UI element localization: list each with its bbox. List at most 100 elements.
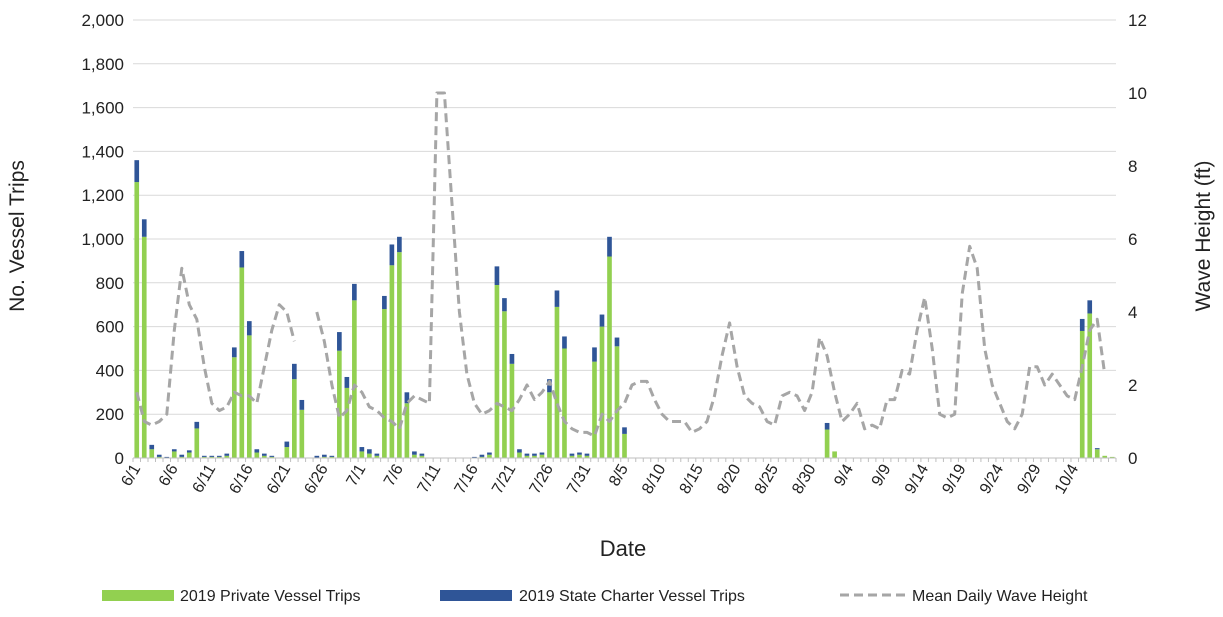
charter-trips-bar bbox=[404, 392, 410, 404]
private-trips-bar bbox=[329, 456, 335, 458]
charter-trips-bar bbox=[397, 236, 402, 253]
charter-trips-bar bbox=[569, 453, 575, 456]
y-tick-label: 800 bbox=[96, 274, 124, 293]
x-tick-label: 9/4 bbox=[831, 461, 857, 489]
private-trips-bar bbox=[224, 455, 230, 458]
x-tick-label: 10/4 bbox=[1052, 461, 1082, 497]
private-trips-bar bbox=[382, 309, 387, 458]
private-trips-bar bbox=[374, 455, 380, 458]
x-tick-label: 6/16 bbox=[226, 461, 256, 497]
private-trips-bar bbox=[209, 456, 215, 458]
private-trips-bar bbox=[532, 455, 537, 458]
x-tick-label: 6/11 bbox=[190, 461, 220, 496]
private-trips-bar bbox=[171, 451, 177, 458]
private-trips-bar bbox=[569, 455, 575, 458]
x-tick-label: 8/5 bbox=[606, 461, 632, 489]
private-trips-bar bbox=[554, 306, 560, 458]
private-trips-bar bbox=[419, 455, 425, 458]
legend-item-charter: 2019 State Charter Vessel Trips bbox=[440, 588, 745, 605]
private-trips-bar bbox=[269, 456, 275, 458]
charter-trips-bar bbox=[299, 399, 305, 410]
private-trips-bar bbox=[299, 409, 305, 458]
private-trips-bar bbox=[622, 433, 627, 458]
wave-height-line-layer bbox=[135, 91, 1107, 438]
charter-trips-bar bbox=[171, 449, 177, 452]
private-trips-bar bbox=[404, 403, 410, 458]
charter-trips-bar bbox=[359, 447, 365, 452]
private-trips-bar bbox=[284, 447, 290, 458]
charter-trips-bar bbox=[231, 347, 237, 358]
charter-trips-bar bbox=[1094, 448, 1100, 450]
charter-trips-bar bbox=[517, 449, 522, 453]
private-trips-bar bbox=[487, 454, 492, 458]
charter-trips-bar bbox=[284, 441, 290, 448]
y2-tick-label: 2 bbox=[1128, 376, 1137, 395]
x-tick-label: 8/10 bbox=[639, 461, 669, 497]
y-tick-label: 200 bbox=[96, 405, 124, 424]
y-tick-label: 1,000 bbox=[81, 230, 124, 249]
charter-trips-bar bbox=[1079, 318, 1085, 331]
x-tick-label: 7/6 bbox=[381, 461, 407, 489]
private-trips-bar bbox=[584, 455, 590, 458]
legend-item-wave: Mean Daily Wave Height bbox=[840, 588, 1088, 605]
y-tick-label: 2,000 bbox=[81, 11, 124, 30]
private-trips-bar bbox=[502, 311, 507, 458]
y-tick-label: 1,200 bbox=[81, 186, 124, 205]
charter-trips-bar bbox=[554, 290, 560, 307]
charter-trips-bar bbox=[367, 449, 372, 454]
charter-trips-bar bbox=[179, 454, 185, 457]
private-trips-bar bbox=[479, 456, 485, 458]
private-trips-bar bbox=[547, 392, 552, 458]
private-trips-bar bbox=[179, 456, 185, 458]
charter-trips-bar bbox=[254, 449, 260, 453]
private-trips-bar bbox=[254, 452, 260, 458]
charter-trips-bar bbox=[261, 453, 267, 456]
x-tick-label: 6/21 bbox=[264, 461, 294, 497]
private-trips-bar bbox=[216, 456, 222, 458]
x-tick-label: 8/25 bbox=[752, 461, 782, 497]
gridlines bbox=[133, 19, 1116, 459]
private-trips-bar bbox=[156, 456, 162, 458]
charter-trips-bar bbox=[194, 421, 200, 429]
private-trips-bar bbox=[824, 429, 830, 458]
private-trips-bar bbox=[194, 428, 200, 458]
x-tick-label: 7/16 bbox=[452, 461, 482, 497]
charter-trips-bar bbox=[607, 236, 612, 257]
private-trips-bar bbox=[494, 284, 500, 458]
private-trips-bar bbox=[231, 357, 237, 458]
private-trips-bar bbox=[201, 456, 207, 458]
charter-trips-bar bbox=[389, 244, 395, 266]
private-trips-bar bbox=[1087, 313, 1093, 458]
x-tick-label: 6/26 bbox=[301, 461, 331, 497]
charter-trips-bar bbox=[209, 455, 215, 457]
charter-trips-bar bbox=[584, 453, 590, 456]
y-tick-label: 1,600 bbox=[81, 99, 124, 118]
private-trips-bar bbox=[1079, 330, 1085, 458]
y-tick-label: 1,400 bbox=[81, 142, 124, 161]
private-trips-bar bbox=[562, 348, 567, 458]
private-trips-bar bbox=[832, 451, 837, 458]
charter-trips-bar bbox=[201, 455, 207, 457]
charter-trips-bar bbox=[322, 454, 327, 457]
private-trips-bar bbox=[577, 454, 582, 458]
x-tick-label: 7/31 bbox=[564, 461, 594, 497]
legend-label-wave: Mean Daily Wave Height bbox=[912, 588, 1088, 605]
wave-height-line bbox=[135, 91, 1107, 438]
charter-trips-bar bbox=[599, 314, 605, 327]
private-trips-bar bbox=[367, 453, 372, 458]
y-tick-label: 400 bbox=[96, 361, 124, 380]
y-axis-title: No. Vessel Trips bbox=[6, 160, 29, 312]
private-trips-bar bbox=[186, 452, 192, 458]
private-trips-bar bbox=[149, 449, 155, 458]
charter-trips-bar bbox=[292, 363, 297, 380]
charter-trips-bar bbox=[562, 336, 567, 349]
private-trips-bar bbox=[261, 455, 267, 458]
charter-trips-bar bbox=[374, 453, 380, 456]
y2-tick-label: 10 bbox=[1128, 84, 1147, 103]
y2-tick-label: 12 bbox=[1128, 11, 1147, 30]
charter-trips-bar bbox=[224, 453, 230, 456]
private-trips-bar bbox=[607, 256, 612, 458]
charter-trips-bar bbox=[141, 219, 147, 237]
